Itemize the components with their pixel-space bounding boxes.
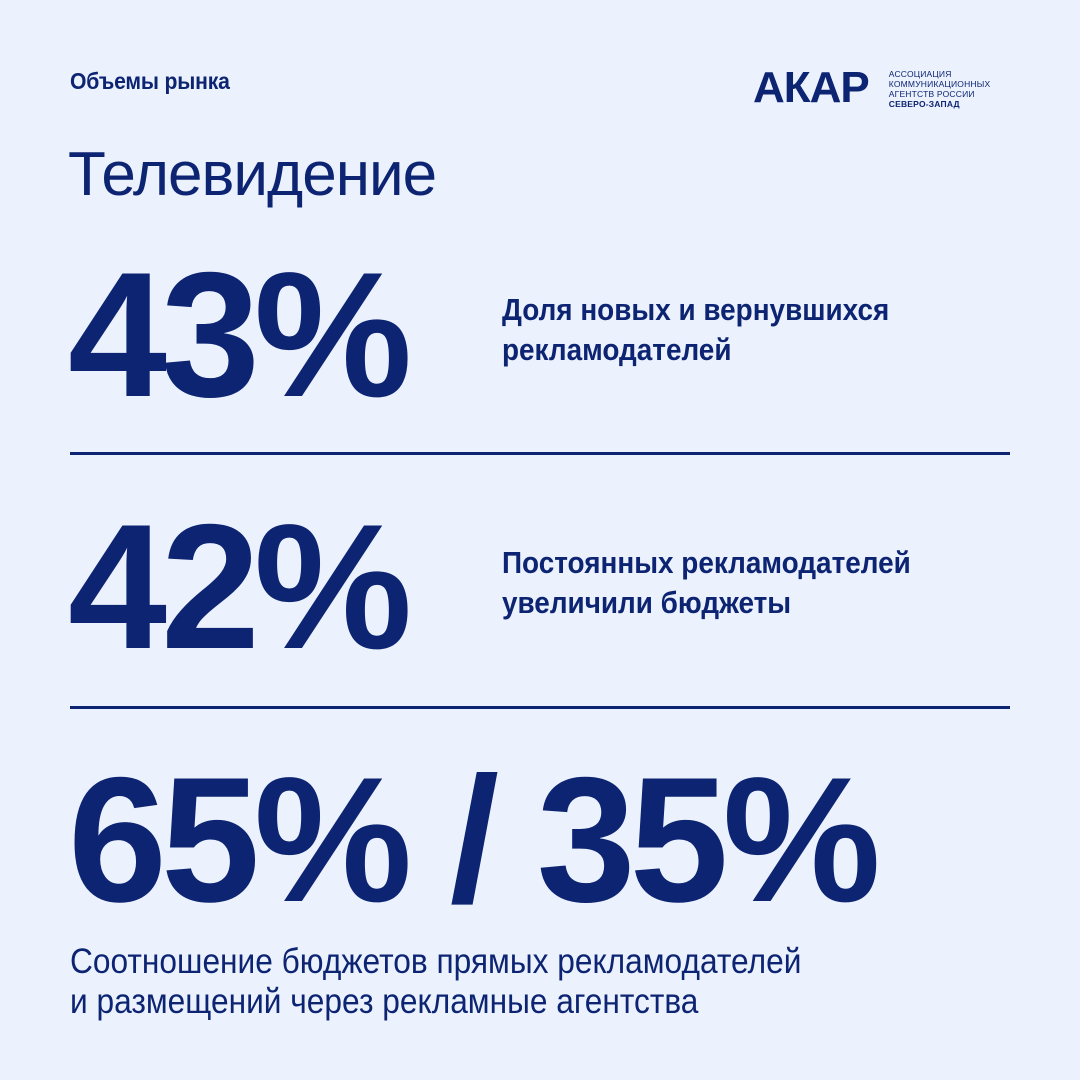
- logo-mark: АКАР: [753, 63, 870, 112]
- stat-value: 43%: [68, 235, 412, 434]
- divider: [70, 706, 1010, 709]
- stat-description: Соотношение бюджетов прямых рекламодател…: [70, 942, 801, 1022]
- logo-caption-line: АГЕНТСТВ РОССИИ: [888, 89, 975, 99]
- page-title: Телевидение: [68, 140, 437, 209]
- logo-caption-line: АССОЦИАЦИЯ: [888, 69, 952, 79]
- stat-description-line: и размещений через рекламные агентства: [70, 982, 699, 1021]
- logo-caption-line: СЕВЕРО-ЗАПАД: [888, 99, 960, 109]
- stat-value: 42%: [68, 487, 412, 686]
- stat-description: Доля новых и вернувшихся рекламодателей: [502, 290, 889, 370]
- divider: [70, 452, 1010, 455]
- stat-value: 65% / 35%: [68, 740, 881, 939]
- stat-description-line: Постоянных рекламодателей: [502, 545, 911, 580]
- logo-caption: АССОЦИАЦИЯ КОММУНИКАЦИОННЫХ АГЕНТСТВ РОС…: [889, 69, 991, 109]
- section-label: Объемы рынка: [70, 68, 230, 94]
- stat-description-line: рекламодателей: [502, 332, 732, 367]
- stat-description: Постоянных рекламодателей увеличили бюдж…: [502, 543, 911, 623]
- stat-description-line: увеличили бюджеты: [502, 585, 792, 620]
- logo-caption-line: КОММУНИКАЦИОННЫХ: [888, 79, 991, 89]
- stat-description-line: Доля новых и вернувшихся: [502, 292, 890, 327]
- stat-description-line: Соотношение бюджетов прямых рекламодател…: [70, 942, 802, 981]
- akar-logo: АКАР АССОЦИАЦИЯ КОММУНИКАЦИОННЫХ АГЕНТСТ…: [753, 66, 990, 110]
